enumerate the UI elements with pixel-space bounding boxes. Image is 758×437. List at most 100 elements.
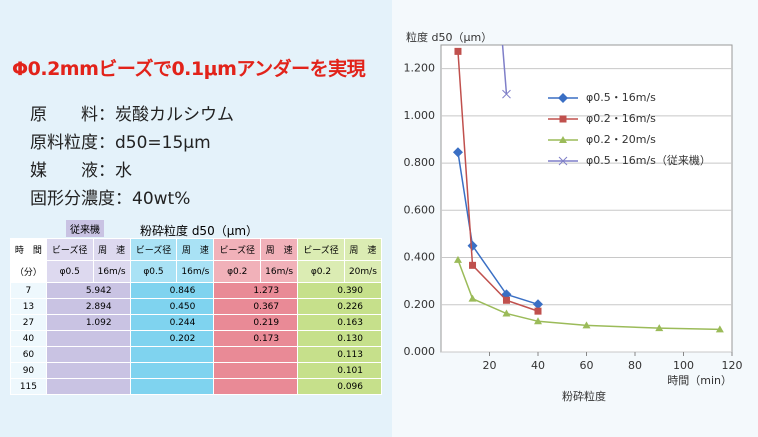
table-cell: 0.390 [297, 282, 382, 299]
header-cell: ビーズ径 [297, 238, 345, 261]
header-cell: ビーズ径 [45, 238, 94, 261]
header-cell: 16m/s [176, 260, 215, 283]
header-cell: φ0.2 [213, 260, 262, 283]
table-row: 40 0.202 0.173 0.130 [10, 330, 382, 347]
table-cell: 0.450 [129, 298, 215, 315]
table-cell: 13 [10, 298, 47, 315]
header-cell: φ0.5 [129, 260, 178, 283]
header-cell: 16m/s [92, 260, 131, 283]
table-cell [45, 378, 131, 395]
chart-caption: 粉砕粒度 [562, 389, 606, 403]
legend-label: φ0.2・20m/s [586, 133, 656, 146]
y-tick-label: 0.600 [404, 203, 436, 216]
marker [502, 296, 510, 304]
table-cell: 0.219 [213, 314, 299, 331]
table-note: 従来機 [66, 220, 104, 237]
table-cell: 0.163 [297, 314, 382, 331]
table-cell: 90 [10, 362, 47, 379]
series [452, 147, 543, 310]
series [453, 255, 724, 333]
y-tick-label: 1.000 [404, 109, 436, 122]
marker [582, 321, 591, 329]
header-cell: φ0.2 [297, 260, 345, 283]
marker [452, 147, 463, 158]
table-cell: 27 [10, 314, 47, 331]
x-tick-label: 100 [673, 359, 694, 372]
y-tick-label: 1.200 [404, 62, 436, 75]
table-cell: 115 [10, 378, 47, 395]
marker [469, 261, 477, 269]
table-row: 13 2.894 0.450 0.367 0.226 [10, 298, 382, 315]
header-cell: 周 速 [176, 238, 215, 261]
x-tick-label: 60 [580, 359, 594, 372]
header-cell: 周 速 [92, 238, 131, 261]
table-cell: 0.101 [297, 362, 382, 379]
table-row: 27 1.092 0.244 0.219 0.163 [10, 314, 382, 331]
table-row: 115 0.096 [10, 378, 382, 395]
y-tick-label: 0.200 [404, 298, 436, 311]
header-cell: φ0.5 [45, 260, 94, 283]
table-cell: 0.113 [297, 346, 382, 363]
x-tick-label: 40 [531, 359, 545, 372]
x-axis-label: 時間（min） [667, 374, 732, 387]
title: Φ0.2mmビーズで0.1μmアンダーを実現 [12, 58, 366, 80]
marker [502, 309, 511, 317]
table-row: 60 0.113 [10, 346, 382, 363]
plot-area [440, 44, 733, 353]
table-cell: 1.273 [213, 282, 299, 299]
marker [468, 294, 477, 302]
legend-marker [558, 93, 568, 103]
x-tick-label: 80 [628, 359, 642, 372]
table-row: 90 0.101 [10, 362, 382, 379]
marker [467, 240, 478, 251]
marker [533, 299, 543, 310]
y-tick-label: 0.400 [404, 251, 436, 264]
marker [454, 47, 462, 55]
marker [655, 324, 664, 332]
series [501, 45, 511, 99]
header-cell: ビーズ径 [213, 238, 262, 261]
legend-label: φ0.5・16m/s（従来機） [586, 153, 711, 167]
marker [534, 307, 542, 315]
table-cell: 5.942 [45, 282, 131, 299]
legend-marker [558, 156, 568, 166]
header-cell: 16m/s [260, 260, 299, 283]
spec: 原 料：炭酸カルシウム [30, 105, 234, 125]
table-cell: 0.244 [129, 314, 215, 331]
data-table: 時 間ビーズ径周 速ビーズ径周 速ビーズ径周 速ビーズ径周 速（分） φ0.5 16… [10, 238, 383, 395]
table-cell: 0.096 [297, 378, 382, 395]
legend-label: φ0.5・16m/s [586, 91, 656, 104]
table-cell [129, 378, 215, 395]
legend-marker [559, 115, 567, 123]
header-cell: 周 速 [260, 238, 299, 261]
header-row: （分） φ0.5 16m/s φ0.5 16m/s φ0.2 16m/s φ0.2 20m/s [10, 260, 383, 283]
legend-label: φ0.2・16m/s [586, 112, 656, 125]
table-cell [213, 346, 299, 363]
y-tick-label: 0.800 [404, 156, 436, 169]
table-cell [45, 330, 131, 347]
table-cell: 2.894 [45, 298, 131, 315]
table-cell: 0.226 [297, 298, 382, 315]
series-line [457, 51, 539, 312]
table-cell [213, 362, 299, 379]
table-cell: 0.202 [129, 330, 215, 347]
marker [715, 325, 724, 333]
x-tick-label: 20 [483, 359, 497, 372]
table-cell [45, 362, 131, 379]
table-cell: 60 [10, 346, 47, 363]
table-cell [129, 362, 215, 379]
marker [502, 89, 511, 99]
header-cell: （分） [10, 260, 47, 283]
marker [534, 317, 542, 325]
table-cell [129, 346, 215, 363]
table-cell: 0.367 [213, 298, 299, 315]
spec: 媒 液：水 [30, 161, 132, 181]
y-axis-label: 粒度 d50（μm） [406, 30, 492, 44]
table-cell: 1.092 [45, 314, 131, 331]
header-cell: 周 速 [343, 238, 383, 261]
chart: 粒度 d50（μm） 時間（min） 粉砕粒度 0.000 0.200 0.400 0… [392, 0, 758, 437]
y-tick-label: 0.000 [404, 345, 436, 358]
spec: 原料粒度：d50=15μm [30, 133, 211, 153]
header-cell: 時 間 [10, 238, 47, 261]
spec: 固形分濃度：40wt% [30, 189, 191, 209]
